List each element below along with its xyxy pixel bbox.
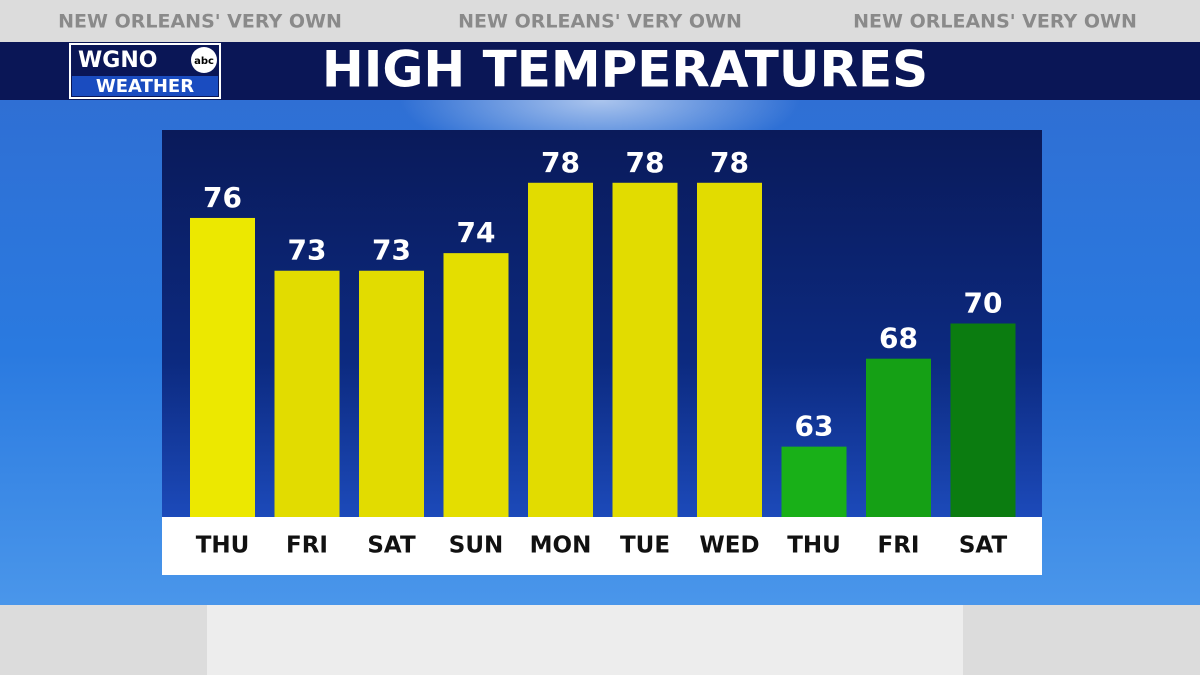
value-label: 63 (795, 410, 834, 443)
bar (697, 182, 762, 518)
tagline: NEW ORLEANS' VERY OWN (853, 11, 1137, 33)
bar (359, 270, 424, 517)
bar (612, 182, 678, 518)
bar (866, 358, 931, 517)
bar (443, 253, 509, 518)
logo-strip (72, 76, 218, 96)
value-label: 78 (541, 146, 580, 179)
logo-badge-bg (191, 47, 217, 73)
chart-title: HIGH TEMPERATURES (322, 41, 928, 99)
x-tick-label: SAT (367, 533, 416, 559)
tagline: NEW ORLEANS' VERY OWN (58, 11, 342, 33)
value-label: 78 (626, 146, 665, 179)
x-tick-label: THU (196, 533, 250, 559)
value-label: 68 (879, 322, 918, 355)
x-tick-label: SUN (449, 533, 504, 559)
x-tick-label: TUE (620, 533, 670, 559)
floor-panel (207, 605, 963, 675)
logo-bottom: WEATHER (96, 76, 194, 97)
value-label: 74 (457, 216, 496, 249)
logo-badge: abc (194, 56, 214, 67)
value-label: 76 (203, 181, 242, 214)
category-strip (162, 517, 1042, 575)
x-tick-label: SAT (959, 533, 1008, 559)
value-label: 73 (372, 234, 411, 267)
bar (781, 446, 847, 517)
x-tick-label: THU (787, 533, 841, 559)
x-tick-label: FRI (286, 533, 328, 559)
value-label: 78 (710, 146, 749, 179)
bar (950, 323, 1016, 517)
bar (274, 270, 340, 517)
x-tick-label: MON (530, 533, 592, 559)
x-tick-label: FRI (878, 533, 920, 559)
tagline: NEW ORLEANS' VERY OWN (458, 11, 742, 33)
bar (528, 182, 593, 518)
value-label: 70 (964, 287, 1003, 320)
value-label: 73 (288, 234, 327, 267)
bar (190, 217, 255, 518)
logo-top: WGNO (78, 48, 157, 73)
x-tick-label: WED (699, 533, 759, 559)
